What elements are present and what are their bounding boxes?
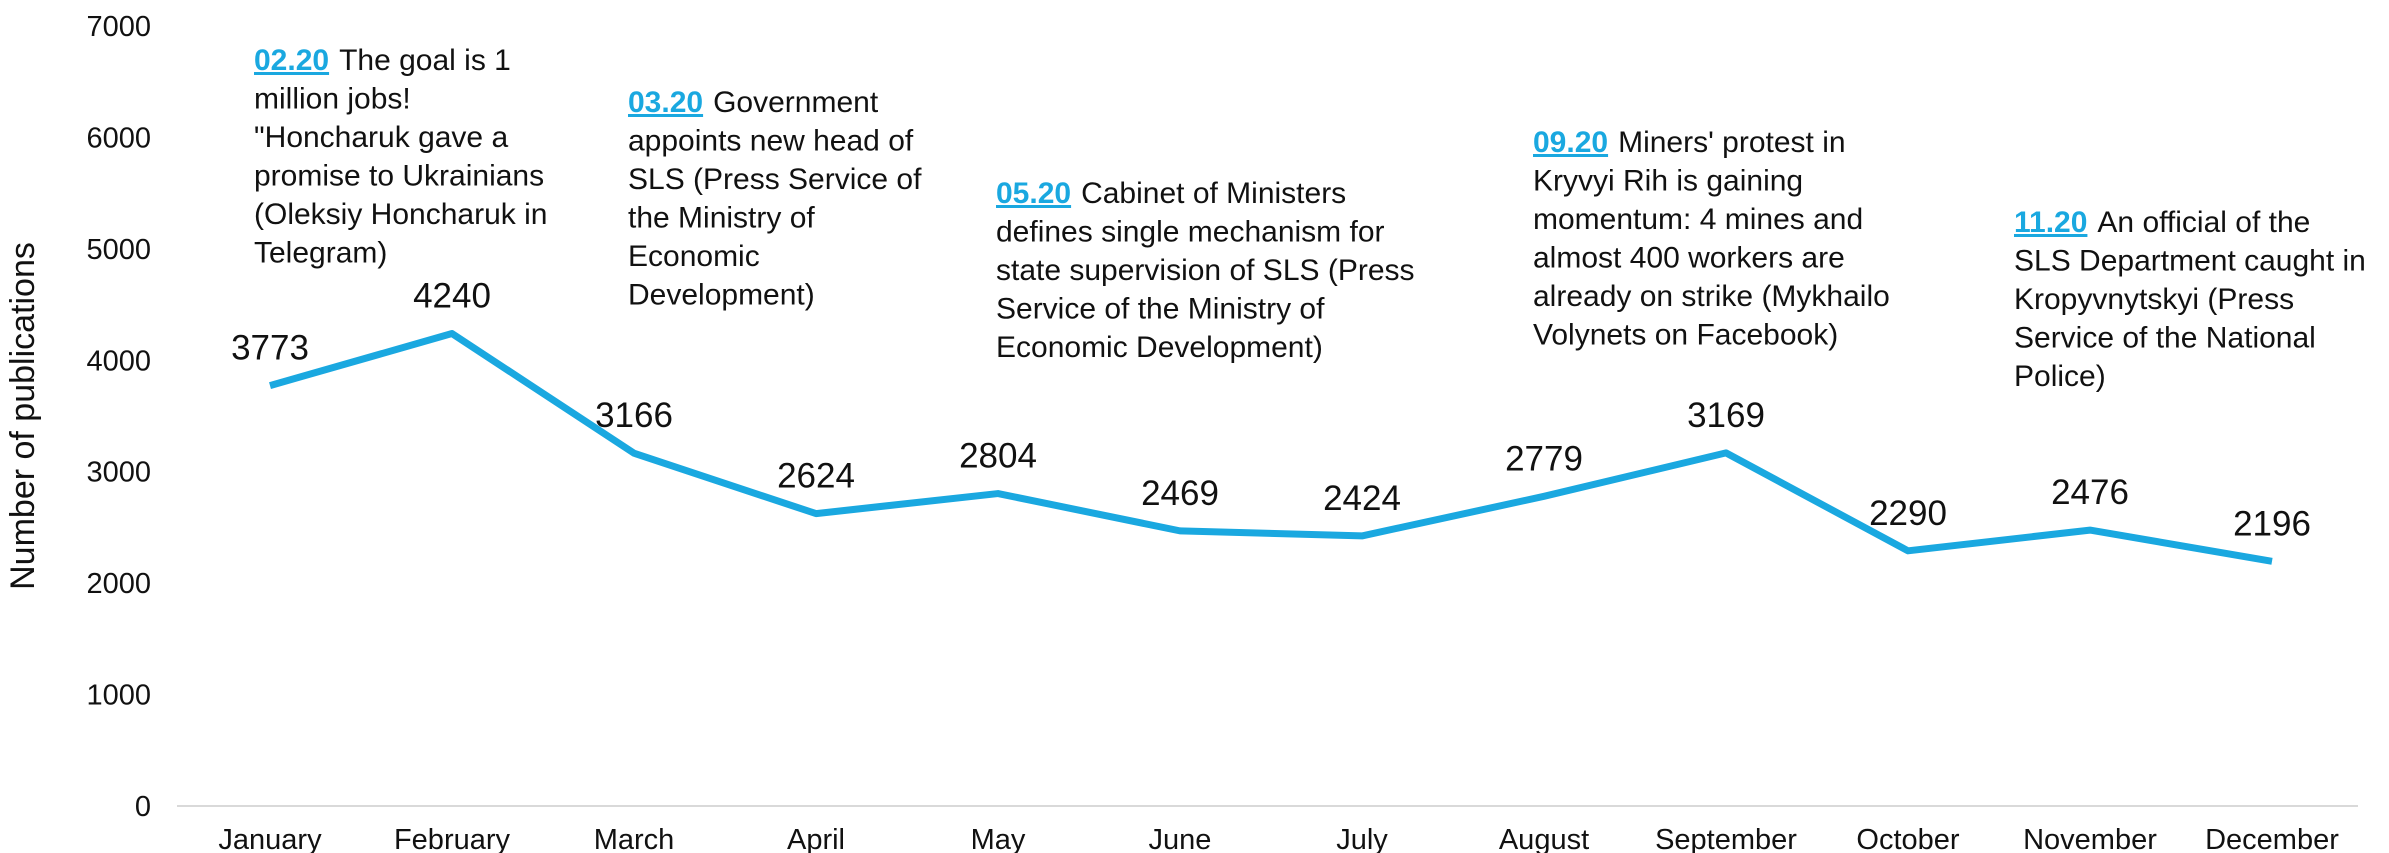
x-tick-label: March — [594, 824, 675, 853]
y-tick-label: 6000 — [86, 122, 151, 154]
data-label: 2469 — [1141, 474, 1219, 513]
annotation: 09.20 Miners' protest in Kryvyi Rih is gai… — [1533, 126, 1890, 352]
x-tick-label: June — [1149, 824, 1212, 853]
data-label: 4240 — [413, 277, 491, 316]
annotation-date: 02.20 — [254, 44, 329, 77]
annotation: 11.20 An official of the SLS Department ca… — [2014, 206, 2366, 393]
annotation-line: Kropyvnytskyi (Press — [2014, 283, 2294, 316]
x-tick-label: November — [2023, 824, 2157, 853]
annotation-date: 05.20 — [996, 177, 1071, 210]
annotation-line: already on strike (Mykhailo — [1533, 280, 1890, 313]
annotation-date: 03.20 — [628, 86, 703, 119]
x-tick-label: August — [1499, 824, 1589, 853]
y-tick-label: 7000 — [86, 11, 151, 43]
x-tick-label: January — [218, 824, 322, 853]
x-tick-label: February — [394, 824, 511, 853]
annotation-date: 11.20 — [2014, 206, 2087, 239]
x-tick-label: October — [1856, 824, 1959, 853]
annotation-date: 09.20 — [1533, 126, 1608, 159]
annotation-line: defines single mechanism for — [996, 216, 1385, 249]
annotation-line: appoints new head of — [628, 125, 914, 158]
data-label: 2476 — [2051, 473, 2129, 512]
annotation-line: Miners' protest in — [1618, 126, 1845, 159]
series-line — [269, 330, 2273, 565]
data-label: 3169 — [1687, 396, 1765, 435]
annotation-line: "Honcharuk gave a — [254, 121, 508, 154]
annotation-line: Telegram) — [254, 237, 387, 270]
annotation-line: Service of the Ministry of — [996, 293, 1325, 326]
annotation-line: Cabinet of Ministers — [1081, 177, 1346, 210]
x-tick-label: September — [1655, 824, 1797, 853]
annotation-line: the Ministry of — [628, 202, 815, 235]
data-label: 2290 — [1869, 494, 1947, 533]
y-tick-label: 3000 — [86, 457, 151, 489]
annotation-line: Volynets on Facebook) — [1533, 319, 1838, 352]
annotation-line: An official of the — [2097, 206, 2310, 239]
x-tick-label: May — [971, 824, 1026, 853]
y-tick-label: 0 — [135, 791, 151, 823]
annotation-line: million jobs! — [254, 83, 411, 116]
x-tick-label: July — [1336, 824, 1388, 853]
y-tick-label: 5000 — [86, 234, 151, 266]
annotation: 05.20 Cabinet of Ministers defines single … — [996, 177, 1415, 364]
x-tick-label: December — [2205, 824, 2339, 853]
annotation-line: Service of the National — [2014, 322, 2316, 355]
annotation-line: Police) — [2014, 360, 2106, 393]
annotation-line: Government — [713, 86, 879, 119]
y-tick-label: 1000 — [86, 680, 151, 712]
annotation-line: promise to Ukrainians — [254, 160, 544, 193]
annotation-line: SLS Department caught in — [2014, 245, 2366, 278]
data-label: 2196 — [2233, 504, 2311, 543]
y-axis-label: Number of publications — [4, 242, 42, 590]
annotation-line: momentum: 4 mines and — [1533, 203, 1863, 236]
y-tick-label: 2000 — [86, 568, 151, 600]
data-label: 2624 — [777, 457, 855, 496]
annotation-line: The goal is 1 — [339, 44, 511, 77]
data-label: 3773 — [231, 329, 309, 368]
annotation-line: Economic Development) — [996, 331, 1323, 364]
data-label: 2424 — [1323, 479, 1401, 518]
x-tick-label: April — [787, 824, 845, 853]
annotation-line: state supervision of SLS (Press — [996, 254, 1415, 287]
annotation-line: (Oleksiy Honcharuk in — [254, 198, 547, 231]
annotation-line: almost 400 workers are — [1533, 242, 1845, 275]
annotation-line: Kryvyi Rih is gaining — [1533, 165, 1803, 198]
data-label: 2804 — [959, 437, 1037, 476]
data-label: 2779 — [1505, 439, 1583, 478]
annotation: 02.20 The goal is 1 million jobs! "Honcharu… — [254, 44, 547, 270]
data-label: 3166 — [595, 396, 673, 435]
annotation-line: Economic — [628, 240, 760, 273]
y-tick-label: 4000 — [86, 345, 151, 377]
annotation: 03.20 Government appoints new head of SLS (… — [628, 86, 922, 312]
annotation-line: Development) — [628, 279, 815, 312]
annotation-line: SLS (Press Service of — [628, 163, 922, 196]
